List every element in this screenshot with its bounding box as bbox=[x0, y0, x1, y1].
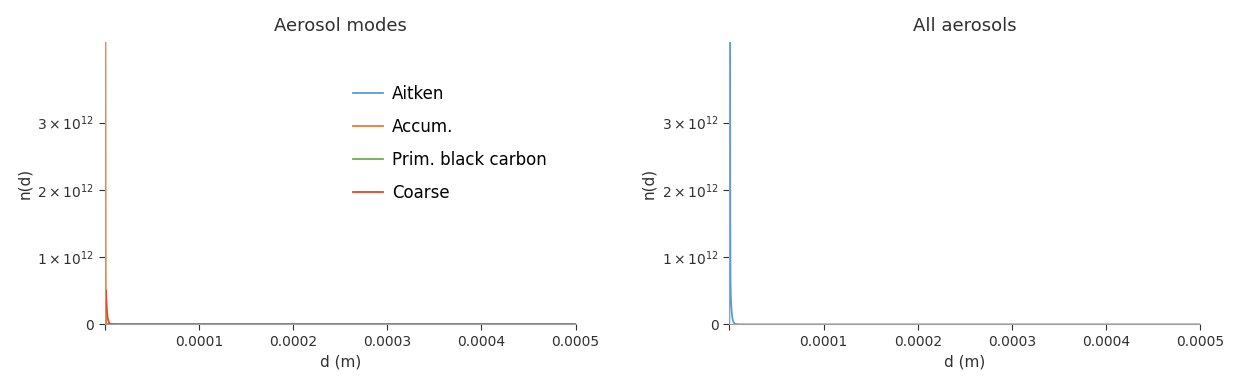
Aitken bbox=[97, 322, 112, 327]
Legend: Aitken, Accum., Prim. black carbon, Coarse: Aitken, Accum., Prim. black carbon, Coar… bbox=[346, 78, 553, 209]
Prim. black carbon bbox=[97, 322, 112, 327]
Accum. bbox=[99, 322, 114, 327]
Accum. bbox=[117, 322, 132, 327]
Aitken bbox=[125, 322, 140, 327]
Accum. bbox=[125, 322, 140, 327]
Aitken bbox=[190, 322, 205, 327]
Coarse bbox=[98, 288, 113, 293]
Aitken bbox=[99, 322, 114, 327]
Coarse bbox=[125, 322, 140, 327]
Coarse bbox=[117, 322, 132, 327]
Prim. black carbon bbox=[125, 322, 140, 327]
Y-axis label: n(d): n(d) bbox=[16, 168, 32, 199]
Line: Accum.: Accum. bbox=[104, 0, 576, 324]
Y-axis label: n(d): n(d) bbox=[642, 168, 656, 199]
Accum. bbox=[97, 322, 112, 327]
Aitken bbox=[328, 322, 343, 327]
Coarse bbox=[97, 322, 112, 327]
X-axis label: d (m): d (m) bbox=[319, 354, 361, 369]
Aitken bbox=[568, 322, 583, 327]
Line: Prim. black carbon: Prim. black carbon bbox=[104, 0, 576, 324]
Prim. black carbon bbox=[190, 322, 205, 327]
Coarse bbox=[328, 322, 343, 327]
Coarse bbox=[190, 322, 205, 327]
Prim. black carbon bbox=[568, 322, 583, 327]
Aitken bbox=[544, 322, 558, 327]
Aitken bbox=[117, 322, 132, 327]
Line: Aitken: Aitken bbox=[104, 0, 576, 324]
Title: All aerosols: All aerosols bbox=[913, 17, 1016, 35]
Line: Coarse: Coarse bbox=[104, 290, 576, 324]
Prim. black carbon bbox=[117, 322, 132, 327]
Title: Aerosol modes: Aerosol modes bbox=[274, 17, 407, 35]
Prim. black carbon bbox=[544, 322, 558, 327]
Accum. bbox=[568, 322, 583, 327]
Accum. bbox=[544, 322, 558, 327]
Accum. bbox=[190, 322, 205, 327]
Coarse bbox=[99, 308, 114, 312]
Accum. bbox=[328, 322, 343, 327]
Coarse bbox=[544, 322, 558, 327]
X-axis label: d (m): d (m) bbox=[944, 354, 985, 369]
Prim. black carbon bbox=[328, 322, 343, 327]
Prim. black carbon bbox=[99, 322, 114, 327]
Coarse bbox=[568, 322, 583, 327]
